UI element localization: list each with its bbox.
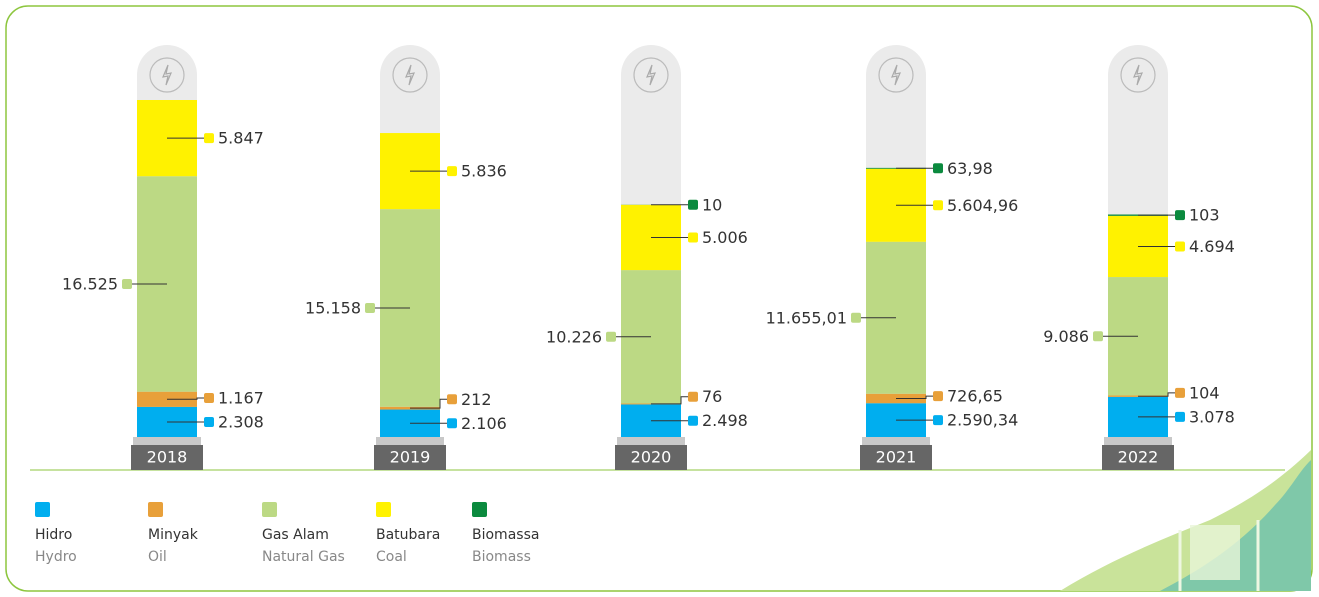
value-label: 10 xyxy=(702,195,722,214)
legend-label: Gas Alam xyxy=(262,527,329,543)
x-tick-label: 2022 xyxy=(1118,448,1159,467)
icon xyxy=(646,64,656,86)
value-label: 1.167 xyxy=(218,388,264,407)
value-label: 2.590,34 xyxy=(947,411,1018,430)
legend-label: Batubara xyxy=(376,527,440,543)
icon xyxy=(878,57,914,93)
label-swatch xyxy=(606,331,616,342)
value-label: 63,98 xyxy=(947,159,993,178)
legend-swatch xyxy=(148,502,163,517)
icon xyxy=(891,64,901,86)
leader-line xyxy=(167,397,204,400)
icon xyxy=(162,64,172,86)
legend-label: Natural Gas xyxy=(262,549,345,565)
legend-label: Oil xyxy=(148,549,167,565)
label-swatch xyxy=(933,200,943,211)
icon xyxy=(1120,57,1156,93)
value-label: 3.078 xyxy=(1189,407,1235,426)
icon xyxy=(633,57,669,93)
value-label: 4.694 xyxy=(1189,237,1235,256)
base-plate xyxy=(617,437,685,445)
label-swatch xyxy=(933,415,943,426)
value-label: 5.006 xyxy=(702,228,748,247)
label-swatch xyxy=(1093,331,1103,342)
legend-swatch xyxy=(262,502,277,517)
label-swatch xyxy=(851,312,861,323)
icon xyxy=(1133,64,1143,86)
legend-label: Hydro xyxy=(35,549,77,565)
value-label: 76 xyxy=(702,387,722,406)
decoration xyxy=(1060,450,1311,591)
label-swatch xyxy=(688,391,698,402)
legend-label: Hidro xyxy=(35,527,72,543)
x-tick-label: 2019 xyxy=(390,448,431,467)
base-plate xyxy=(862,437,930,445)
label-swatch xyxy=(1175,210,1185,221)
value-label: 212 xyxy=(461,390,492,409)
icon xyxy=(149,57,185,93)
legend-swatch xyxy=(35,502,50,517)
value-label: 5.604,96 xyxy=(947,196,1018,215)
x-tick-label: 2021 xyxy=(876,448,917,467)
label-swatch xyxy=(688,199,698,210)
base-plate xyxy=(376,437,444,445)
value-label: 2.498 xyxy=(702,411,748,430)
value-label: 726,65 xyxy=(947,387,1003,406)
legend-label: Minyak xyxy=(148,527,199,543)
label-swatch xyxy=(933,391,943,402)
value-label: 11.655,01 xyxy=(766,308,847,327)
leader-line xyxy=(410,398,447,409)
legend-label: Biomassa xyxy=(472,527,539,543)
label-swatch xyxy=(204,392,214,403)
label-swatch xyxy=(447,166,457,177)
year-box xyxy=(1102,445,1174,470)
icon xyxy=(392,57,428,93)
label-swatch xyxy=(204,416,214,427)
x-tick-label: 2018 xyxy=(147,448,188,467)
label-swatch xyxy=(204,133,214,144)
label-swatch xyxy=(1175,387,1185,398)
label-swatch xyxy=(688,232,698,243)
label-swatch xyxy=(933,163,943,174)
legend-swatch xyxy=(376,502,391,517)
label-swatch xyxy=(688,415,698,426)
value-label: 9.086 xyxy=(1043,327,1089,346)
x-tick-label: 2020 xyxy=(631,448,672,467)
year-box xyxy=(615,445,687,470)
label-swatch xyxy=(1175,241,1185,252)
year-box xyxy=(374,445,446,470)
value-label: 2.106 xyxy=(461,414,507,433)
year-box xyxy=(131,445,203,470)
value-label: 103 xyxy=(1189,206,1220,225)
leader-line xyxy=(896,395,933,399)
value-label: 5.847 xyxy=(218,129,264,148)
leader-line xyxy=(651,396,688,405)
base-plate xyxy=(1104,437,1172,445)
base-plate xyxy=(133,437,201,445)
legend-swatch xyxy=(472,502,487,517)
value-label: 104 xyxy=(1189,383,1220,402)
value-label: 5.836 xyxy=(461,162,507,181)
value-label: 16.525 xyxy=(62,274,118,293)
icon xyxy=(405,64,415,86)
label-swatch xyxy=(365,302,375,313)
label-swatch xyxy=(1175,411,1185,422)
year-box xyxy=(860,445,932,470)
label-swatch xyxy=(122,278,132,289)
legend-label: Biomass xyxy=(472,549,531,565)
value-label: 2.308 xyxy=(218,412,264,431)
label-swatch xyxy=(447,394,457,405)
leader-line xyxy=(1138,392,1175,397)
value-label: 15.158 xyxy=(305,298,361,317)
value-label: 10.226 xyxy=(546,327,602,346)
label-swatch xyxy=(447,418,457,429)
legend-label: Coal xyxy=(376,549,407,565)
